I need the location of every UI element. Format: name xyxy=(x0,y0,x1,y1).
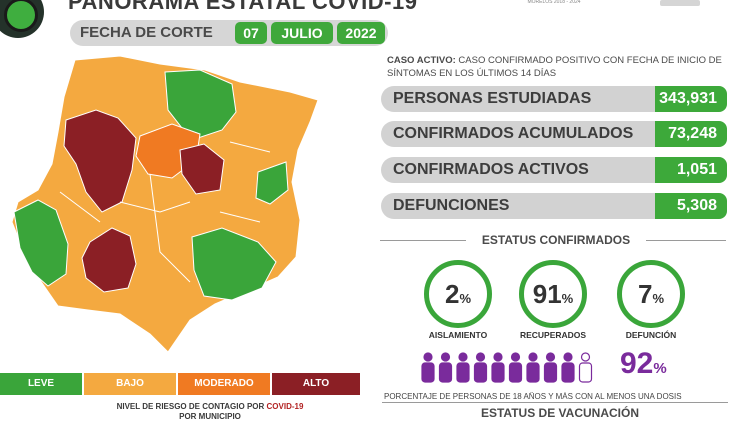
legend-alto: ALTO xyxy=(272,373,360,395)
date-year: 2022 xyxy=(337,22,385,44)
aislamiento-unit: % xyxy=(459,291,472,306)
recuperados-circle: 91% xyxy=(519,260,587,328)
legend-leve: LEVE xyxy=(0,373,82,395)
vaccination-title: ESTATUS DE VACUNACIÓN xyxy=(480,406,639,420)
legend-moderado: MODERADO xyxy=(178,373,270,395)
stat-personas-estudiadas: PERSONAS ESTUDIADAS 343,931 xyxy=(381,86,727,112)
stat-value: 73,248 xyxy=(655,121,727,147)
stat-label: CONFIRMADOS ACTIVOS xyxy=(393,161,589,178)
vaccination-percent-value: 92 xyxy=(620,347,654,380)
logo-icon xyxy=(4,0,38,32)
caso-activo-definition: CASO ACTIVO: CASO CONFIRMADO POSITIVO CO… xyxy=(387,54,732,80)
date-label: FECHA DE CORTE xyxy=(80,24,213,41)
stat-value: 1,051 xyxy=(655,157,727,183)
map-region-leve-west xyxy=(13,199,69,287)
person-icon xyxy=(421,352,435,383)
state-risk-map xyxy=(11,55,319,353)
legend-leve-label: LEVE xyxy=(27,378,55,389)
legend-bajo: BAJO xyxy=(84,373,176,395)
defuncion-circle: 7% xyxy=(617,260,685,328)
date-bar xyxy=(70,20,388,46)
person-icon xyxy=(473,352,488,383)
vaccination-divider xyxy=(382,402,728,403)
vaccination-percent-unit: % xyxy=(653,360,667,377)
aislamiento-circle: 2% xyxy=(424,260,492,328)
legend-caption-text: NIVEL DE RIESGO DE CONTAGIO POR xyxy=(116,402,267,411)
legend-moderado-label: MODERADO xyxy=(194,378,254,389)
legend-bajo-label: BAJO xyxy=(116,378,144,389)
person-icon xyxy=(561,352,575,383)
date-day: 07 xyxy=(235,22,267,44)
vaccination-percent: 92% xyxy=(620,347,667,381)
stat-confirmados-activos: CONFIRMADOS ACTIVOS 1,051 xyxy=(381,157,727,183)
estatus-title: ESTATUS CONFIRMADOS xyxy=(466,233,646,247)
legend-alto-label: ALTO xyxy=(302,378,330,389)
secondary-logo xyxy=(660,0,700,6)
recuperados-label: RECUPERADOS xyxy=(519,330,587,340)
stat-defunciones: DEFUNCIONES 5,308 xyxy=(381,193,727,219)
stat-value: 5,308 xyxy=(655,193,727,219)
person-icon xyxy=(526,352,540,383)
stat-value: 343,931 xyxy=(655,86,727,112)
defuncion-value: 7 xyxy=(637,279,653,309)
vaccination-description: PORCENTAJE DE PERSONAS DE 18 AÑOS Y MÁS … xyxy=(384,392,682,401)
person-icon xyxy=(491,352,505,383)
person-icon xyxy=(508,352,523,383)
vaccination-people-icons xyxy=(421,352,593,383)
person-icon xyxy=(578,352,593,383)
legend-caption: NIVEL DE RIESGO DE CONTAGIO POR COVID-19… xyxy=(40,402,380,422)
map-region-alto-center xyxy=(179,143,225,195)
stat-label: PERSONAS ESTUDIADAS xyxy=(393,90,592,107)
map-region-leve-east xyxy=(255,161,289,205)
aislamiento-value: 2 xyxy=(444,279,460,309)
stat-label: CONFIRMADOS ACUMULADOS xyxy=(393,125,634,142)
caso-activo-label: CASO ACTIVO: xyxy=(387,55,456,66)
stat-label: DEFUNCIONES xyxy=(393,197,510,214)
legend-caption-suffix: POR MUNICIPIO xyxy=(179,412,241,421)
page-title: PANORAMA ESTATAL COVID-19 xyxy=(68,0,418,14)
map-region-alto-south xyxy=(81,227,137,293)
defuncion-label: DEFUNCIÓN xyxy=(625,330,677,340)
person-icon xyxy=(543,352,558,383)
caso-activo-text: CASO CONFIRMADO POSITIVO CON FECHA DE IN… xyxy=(387,55,722,79)
map-region-leve-north xyxy=(164,69,237,139)
person-icon xyxy=(438,352,453,383)
map-region-leve-south xyxy=(191,227,277,301)
person-icon xyxy=(456,352,470,383)
aislamiento-label: AISLAMIENTO xyxy=(428,330,488,340)
recuperados-value: 91 xyxy=(532,279,562,309)
date-month: JULIO xyxy=(271,22,333,44)
defuncion-unit: % xyxy=(652,291,665,306)
legend-caption-highlight: COVID-19 xyxy=(266,402,304,411)
recuperados-unit: % xyxy=(561,291,574,306)
stat-confirmados-acumulados: CONFIRMADOS ACUMULADOS 73,248 xyxy=(381,121,727,147)
government-logo: MORELOS 2018 - 2024 xyxy=(527,0,581,5)
map-region-base xyxy=(11,55,319,353)
